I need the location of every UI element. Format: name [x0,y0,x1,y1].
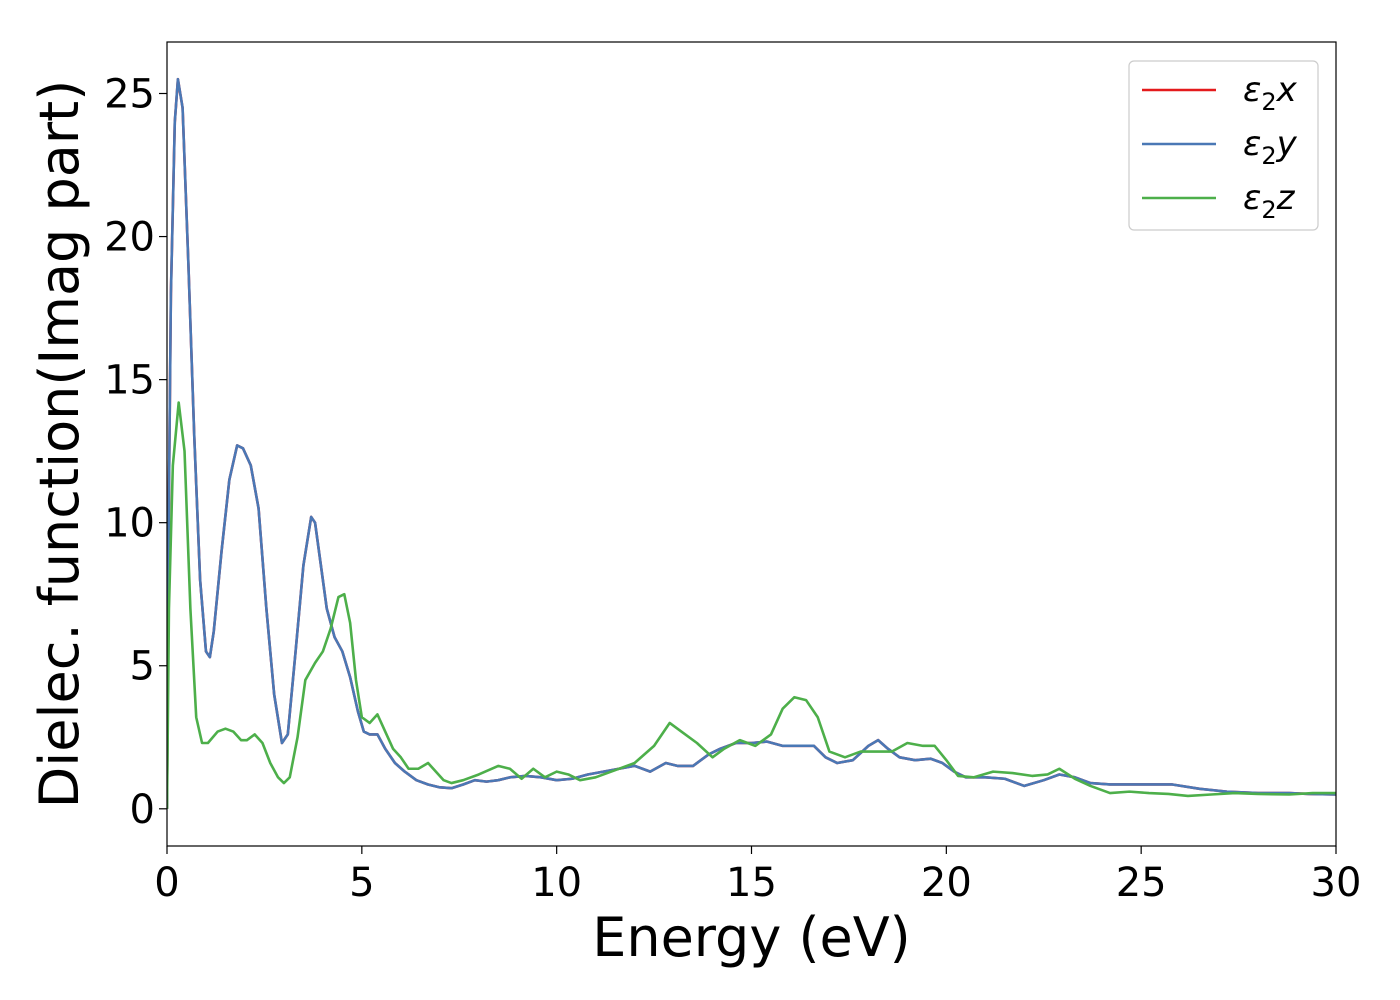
x-tick-label: 20 [921,860,972,906]
legend-label-suffix: z [1276,178,1296,218]
axis-ticks: 0 5 10 15 20 25 30 0 5 10 15 20 25 [104,72,1361,906]
x-tick-label: 25 [1116,860,1167,906]
legend-label-x: ε2x [1243,70,1298,116]
x-axis-label: Energy (eV) [592,906,911,969]
x-tick-label: 10 [531,860,582,906]
legend-label-base: ε [1243,70,1261,110]
y-tick-label: 0 [130,787,155,833]
legend-label-base: ε [1243,178,1261,218]
legend-label-base: ε [1243,124,1261,164]
legend-label-y: ε2y [1243,124,1298,170]
legend-label-suffix: y [1276,124,1298,164]
legend-box [1128,60,1319,231]
legend-label-subscript: 2 [1261,88,1276,116]
x-tick-label: 5 [349,860,374,906]
y-tick-label: 10 [104,501,155,547]
y-tick-label: 20 [104,215,155,261]
legend-label-z: ε2z [1243,178,1296,224]
series-line-z [167,401,1336,809]
x-tick-label: 15 [726,860,777,906]
legend-label-subscript: 2 [1261,142,1276,170]
y-tick-label: 5 [130,644,155,690]
y-axis-label: Dielec. function(Imag part) [28,80,91,809]
legend-label-subscript: 2 [1261,196,1276,224]
legend-label-suffix: x [1276,70,1298,110]
y-tick-label: 15 [104,358,155,404]
x-tick-label: 0 [154,860,179,906]
y-tick-label: 25 [104,72,155,118]
x-tick-label: 30 [1311,860,1362,906]
plot-area [167,77,1336,809]
